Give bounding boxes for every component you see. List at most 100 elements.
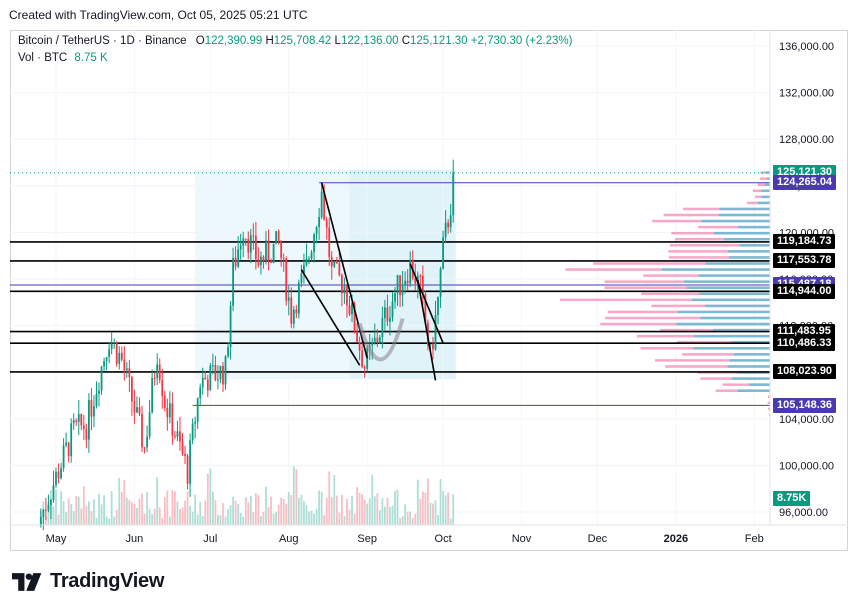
candle-body (237, 249, 240, 267)
volume-profile-sell (592, 262, 770, 265)
volume-bar (421, 491, 424, 525)
x-tick-label: Feb (745, 533, 764, 545)
y-tick-label: 104,000.00 (779, 414, 834, 426)
volume-profile-buy (748, 383, 770, 386)
low-label: L (334, 35, 341, 47)
volume-bar (181, 507, 184, 525)
volume-profile-sell (663, 213, 770, 217)
candle-body (128, 368, 131, 378)
candle-body (391, 301, 394, 318)
tradingview-logo-icon (12, 572, 42, 591)
tradingview-logo[interactable]: TradingView (12, 570, 164, 593)
volume-profile-sell (760, 177, 770, 180)
trendline-flag-top[interactable] (409, 263, 444, 344)
low-value: 122,136.00 (340, 35, 399, 47)
close-label: C (401, 35, 411, 47)
volume-bar (227, 509, 229, 525)
volume-bar (87, 501, 90, 525)
candle-body (90, 400, 93, 417)
volume-bar (308, 511, 310, 525)
candle-body (262, 256, 265, 261)
volume-profile-buy (691, 298, 770, 302)
candle-body (358, 342, 361, 351)
volume-bar (303, 501, 305, 525)
volume-bar (191, 511, 194, 525)
candle-body (280, 240, 283, 259)
volume-profile-sell (668, 256, 770, 259)
candle-body (325, 219, 328, 228)
candle-body (295, 309, 298, 314)
volume-label[interactable]: Vol · BTC (18, 52, 68, 64)
volume-bar (189, 505, 191, 525)
volume-profile-sell (605, 316, 770, 320)
candle-body (179, 431, 181, 442)
trendline-channel[interactable] (300, 269, 361, 366)
volume-bar (176, 501, 179, 525)
volume-profile-buy (694, 334, 770, 338)
change-value: +2,730.30 (+2.23%) (470, 35, 573, 47)
x-tick-label: Dec (588, 533, 608, 545)
volume-bar (204, 500, 207, 525)
volume-bar (166, 490, 169, 525)
candle-body (229, 305, 232, 348)
volume-bar (153, 509, 156, 525)
candle-body (75, 420, 78, 422)
volume-profile-buy (733, 353, 770, 356)
volume-bar (93, 499, 95, 525)
symbol-label[interactable]: Bitcoin / TetherUS · 1D · Binance (18, 35, 187, 47)
candle-body (72, 420, 75, 424)
volume-bar (444, 495, 447, 525)
volume-bar (44, 516, 47, 525)
candle-body (161, 379, 164, 396)
candle-body (176, 431, 179, 437)
volume-bar (404, 504, 407, 525)
candle-body (363, 366, 366, 369)
volume-bar (113, 516, 116, 525)
volume-profile-sell (768, 413, 770, 417)
candle-body (272, 243, 275, 263)
volume-bar (424, 492, 427, 525)
volume-profile-buy (731, 377, 770, 380)
y-tick-label: 136,000.00 (779, 41, 834, 53)
candle-body (384, 307, 386, 319)
candle-body (189, 440, 191, 484)
candle-body (249, 235, 252, 253)
close-value: 125,121.30 (410, 35, 468, 47)
y-tick-label: 96,000.00 (779, 507, 828, 519)
volume-profile-buy (761, 195, 770, 199)
candle-body (252, 235, 255, 237)
volume-bar (186, 491, 189, 525)
volume-bar (396, 489, 399, 525)
volume-bar (416, 479, 419, 525)
candle-body (394, 293, 396, 302)
volume-profile-buy (693, 347, 770, 350)
price-tag: 108,023.90 (773, 364, 837, 380)
candle-body (171, 403, 174, 436)
x-tick-label: Aug (279, 533, 299, 545)
volume-profile-sell (682, 353, 770, 356)
candle-body (224, 356, 227, 385)
candle-body (227, 347, 229, 357)
candle-body (168, 403, 171, 418)
chart-frame[interactable] (10, 30, 848, 551)
candle-body (39, 516, 42, 526)
volume-bar (85, 505, 88, 525)
volume-bar (434, 500, 437, 525)
volume-bar (333, 474, 336, 525)
candle-body (87, 400, 90, 440)
volume-bar (376, 493, 379, 525)
volume-profile-sell (757, 183, 770, 186)
candle-body (305, 258, 308, 265)
candle-body (244, 238, 247, 240)
candle-body (404, 280, 407, 286)
volume-bar (442, 490, 444, 525)
candle-body (217, 379, 219, 381)
volume-bar (429, 502, 432, 525)
high-label: H (265, 35, 274, 47)
x-tick-label: Sep (357, 533, 377, 545)
candle-body (113, 342, 116, 344)
volume-bar (158, 507, 161, 525)
trendline-flag-bottom[interactable] (417, 280, 437, 381)
candle-body (199, 387, 202, 399)
